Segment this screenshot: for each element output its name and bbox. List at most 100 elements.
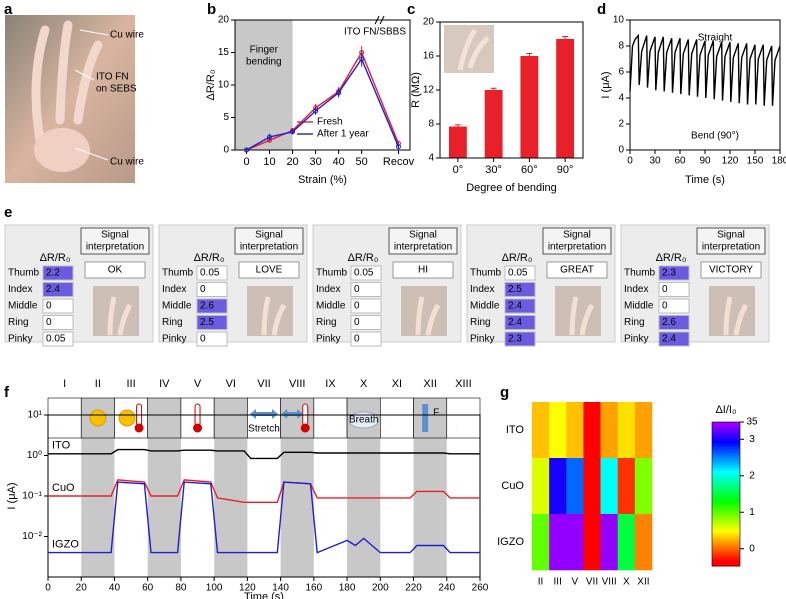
bar — [556, 39, 575, 158]
shaded-span — [280, 415, 314, 577]
stage-label: X — [360, 378, 368, 390]
value-cell — [504, 331, 536, 347]
bar — [448, 126, 467, 158]
colorbar-step — [712, 506, 740, 509]
button — [80, 227, 150, 255]
colorbar-step — [712, 436, 740, 440]
finger-name: Middle — [470, 301, 500, 312]
shaded-span — [413, 415, 447, 577]
value-text: 2.3 — [662, 268, 676, 279]
heat-cell — [634, 514, 653, 571]
y-tick-label: 16 — [423, 51, 435, 62]
finger-name: Index — [162, 284, 186, 295]
finger-name: Ring — [162, 317, 183, 328]
value-cell — [42, 265, 74, 281]
button-text: interpretation — [240, 242, 298, 253]
value-cell — [196, 315, 228, 330]
colorbar-step — [712, 530, 740, 533]
value-text: 0.05 — [200, 268, 220, 279]
heat-cell — [532, 458, 550, 515]
y-tick-label: 0 — [618, 145, 624, 156]
heat-cell — [617, 514, 636, 571]
heat-cell — [566, 458, 584, 515]
arrow — [74, 147, 109, 161]
value-cell — [42, 315, 74, 330]
button-text: Signal — [255, 230, 283, 241]
colorbar-step — [712, 527, 740, 531]
stage-label: VIII — [289, 378, 306, 390]
column-label: X — [623, 577, 630, 588]
finger-name: Pinky — [316, 334, 340, 345]
colorbar-tick-label: 35 — [746, 417, 758, 428]
x-tick-label: 60 — [142, 583, 154, 594]
heat-cell — [617, 402, 636, 459]
value-text: 0 — [46, 301, 52, 312]
x-tick-label: 0 — [243, 156, 249, 168]
value-cell — [504, 265, 536, 281]
finger-name: Pinky — [470, 334, 494, 345]
y-tick-label: 10⁻² — [22, 531, 42, 542]
stage-text: F — [433, 408, 439, 419]
y-tick-label: 10 — [218, 80, 230, 91]
colorbar-step — [712, 544, 740, 548]
stage-label: II — [95, 378, 101, 390]
value-cell — [196, 265, 228, 281]
stage-cell — [313, 397, 348, 439]
value-text: 0 — [354, 284, 360, 295]
stage-cell — [47, 397, 82, 439]
colorbar-step — [712, 496, 740, 500]
finger-name: Middle — [162, 301, 192, 312]
colorbar-step — [712, 431, 740, 435]
finger-name: Ring — [470, 317, 491, 328]
value-text: 2.4 — [508, 301, 522, 312]
table-header: ΔR/R₀ — [656, 252, 687, 264]
colorbar-step — [712, 429, 740, 433]
x-tick-label: 0° — [453, 164, 464, 176]
legend-label: After 1 year — [317, 129, 369, 140]
stage-cell — [413, 397, 448, 439]
finger-name: Thumb — [624, 268, 656, 279]
finger-name: Middle — [316, 301, 346, 312]
x-tick-label: 150 — [747, 156, 764, 167]
colorbar-step — [712, 498, 740, 502]
marker — [313, 108, 319, 114]
colorbar-tick-label: 0 — [749, 543, 755, 554]
gesture-word: OK — [108, 265, 123, 276]
stage-label: III — [126, 378, 135, 390]
word-box — [238, 261, 300, 279]
y-tick-label: 12 — [423, 85, 435, 96]
x-tick-label: 60° — [521, 164, 538, 176]
x-axis-label: Time (s) — [244, 591, 284, 599]
value-text: 0.05 — [354, 268, 374, 279]
x-tick-label: 0 — [627, 156, 633, 167]
stage-label: V — [194, 378, 202, 390]
x-tick-label: 10 — [263, 156, 275, 168]
colorbar-step — [712, 438, 740, 442]
stage-cell — [247, 397, 281, 439]
colorbar-step — [712, 537, 740, 541]
row-label: CuO — [501, 480, 524, 492]
y-axis-label: R (MΩ) — [410, 72, 422, 108]
y-tick-label: 20 — [218, 15, 230, 26]
row-label: ITO — [506, 424, 525, 436]
marker — [267, 134, 273, 140]
row-label: IGZO — [497, 536, 524, 548]
x-tick-label: 40 — [109, 583, 121, 594]
x-tick-label: 220 — [405, 583, 422, 594]
gesture-hand — [415, 296, 441, 336]
finger-name: Thumb — [470, 268, 502, 279]
colorbar-step — [712, 522, 740, 526]
arrow-icon — [281, 409, 304, 419]
colorbar-step — [712, 484, 740, 488]
panel-label: d — [597, 1, 606, 18]
heat-cell — [532, 402, 550, 459]
thermometer-bulb — [193, 423, 203, 433]
button — [234, 227, 304, 255]
y-axis-label: I (μA) — [6, 482, 18, 509]
x-tick-label: 180 — [339, 583, 356, 594]
value-text: 0.05 — [46, 334, 66, 345]
heat-cell — [583, 402, 601, 459]
colorbar-step — [712, 462, 740, 466]
finger-name: Middle — [624, 301, 654, 312]
sun-icon — [118, 409, 136, 427]
